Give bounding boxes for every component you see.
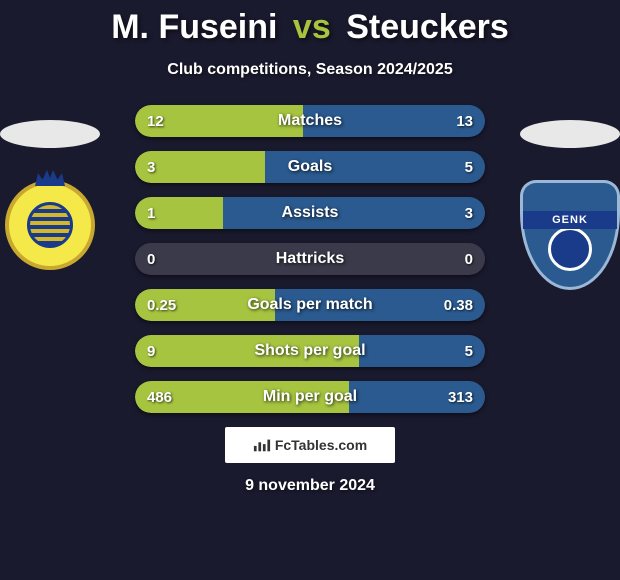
source-label: FcTables.com — [275, 437, 367, 453]
stat-row: 13Assists — [135, 197, 485, 229]
stat-row: 95Shots per goal — [135, 335, 485, 367]
stat-row: 35Goals — [135, 151, 485, 183]
stat-label: Hattricks — [135, 243, 485, 275]
team-left-crest — [5, 180, 95, 270]
stat-row: 1213Matches — [135, 105, 485, 137]
subtitle: Club competitions, Season 2024/2025 — [0, 61, 620, 79]
stat-value-right: 313 — [436, 381, 485, 413]
player-left-slot — [0, 120, 110, 270]
stat-value-left: 486 — [135, 381, 184, 413]
stat-value-right: 5 — [453, 151, 485, 183]
footer-date: 9 november 2024 — [0, 477, 620, 495]
stat-value-left: 9 — [135, 335, 167, 367]
stats-list: 1213Matches35Goals13Assists00Hattricks0.… — [135, 105, 485, 413]
stat-value-right: 0.38 — [432, 289, 485, 321]
stat-value-left: 3 — [135, 151, 167, 183]
team-right-crest: GENK — [520, 180, 620, 290]
stat-value-right: 3 — [453, 197, 485, 229]
stat-value-right: 5 — [453, 335, 485, 367]
player-left-name: M. Fuseini — [111, 8, 277, 46]
stat-value-right: 13 — [444, 105, 485, 137]
stat-fill-left — [135, 335, 359, 367]
source-badge[interactable]: FcTables.com — [225, 427, 395, 463]
crown-icon — [35, 170, 65, 186]
player-right-slot: GENK — [510, 120, 620, 290]
player-right-silhouette — [520, 120, 620, 148]
stat-fill-right — [223, 197, 486, 229]
stat-value-right: 0 — [453, 243, 485, 275]
stat-row: 0.250.38Goals per match — [135, 289, 485, 321]
team-right-crest-text: GENK — [523, 211, 617, 229]
stat-value-left: 0.25 — [135, 289, 188, 321]
vs-label: vs — [293, 8, 331, 46]
crest-inner — [27, 202, 73, 248]
stat-row: 0 0Hattricks — [135, 243, 485, 275]
stat-value-left: 1 — [135, 197, 167, 229]
stat-row: 486313Min per goal — [135, 381, 485, 413]
page-title: M. Fuseini vs Steuckers — [0, 0, 620, 47]
player-left-silhouette — [0, 120, 100, 148]
crest-circle-icon — [548, 227, 592, 271]
bar-chart-icon — [253, 438, 271, 452]
player-right-name: Steuckers — [346, 8, 509, 46]
stat-value-left: 12 — [135, 105, 176, 137]
stat-value-left: 0 — [135, 243, 167, 275]
